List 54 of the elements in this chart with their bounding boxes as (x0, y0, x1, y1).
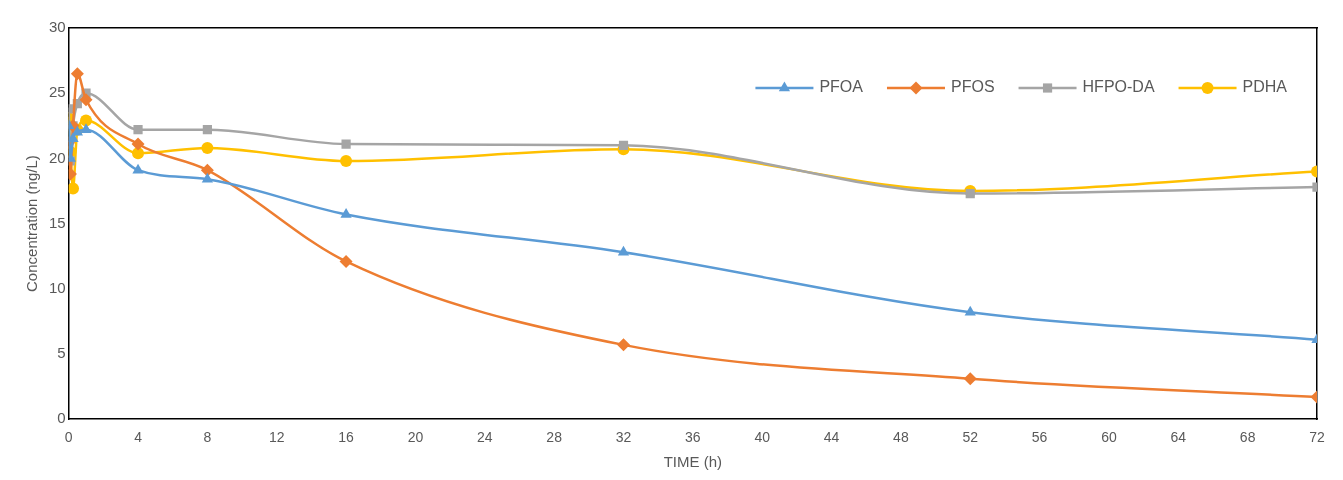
point (341, 139, 351, 149)
point (80, 114, 93, 127)
x-tick-label: 32 (615, 429, 632, 446)
point (133, 125, 143, 135)
point (340, 155, 353, 168)
y-tick-label: 30 (49, 18, 66, 36)
x-tick-label: 36 (685, 429, 701, 446)
point (200, 163, 214, 177)
x-tick-label: 56 (1031, 429, 1048, 446)
point (616, 338, 630, 352)
y-tick-label: 5 (57, 344, 66, 362)
x-tick-label: 24 (477, 429, 493, 446)
x-tick-label: 68 (1239, 429, 1256, 446)
x-tick-label: 60 (1101, 429, 1117, 446)
x-tick-label: 72 (1309, 429, 1325, 446)
x-tick-label: 44 (823, 429, 840, 446)
point (68, 182, 80, 195)
y-tick-label: 0 (57, 409, 66, 427)
x-tick-label: 8 (203, 429, 212, 446)
point (965, 189, 975, 199)
y-axis-title: Concentration (ng/L) (23, 155, 41, 292)
x-tick-label: 16 (338, 429, 355, 446)
point (201, 141, 214, 154)
point (80, 123, 92, 133)
x-tick-label: 28 (546, 429, 563, 446)
point (617, 245, 630, 256)
point (618, 140, 629, 150)
legend-label: PFOA (819, 78, 864, 96)
point (79, 93, 93, 107)
x-tick-label: 12 (268, 429, 285, 446)
x-tick-label: 48 (893, 429, 909, 446)
point (339, 254, 353, 268)
y-tick-label: 20 (49, 148, 66, 166)
point (132, 163, 144, 174)
legend-label: PFOS (950, 78, 995, 96)
x-tick-label: 40 (754, 429, 771, 446)
point (131, 137, 145, 151)
point (963, 372, 977, 386)
x-tick-label: 20 (407, 429, 424, 446)
point (201, 172, 214, 183)
legend-label: HFPO-DA (1082, 78, 1155, 96)
point (340, 207, 352, 218)
legend-label: PDHA (1242, 78, 1288, 96)
x-tick-label: 52 (962, 429, 979, 446)
y-tick-label: 10 (49, 278, 66, 296)
y-tick-label: 25 (49, 83, 66, 101)
x-tick-label: 4 (134, 429, 143, 446)
point (70, 67, 84, 81)
point (132, 147, 145, 160)
point (964, 305, 976, 316)
y-tick-label: 15 (49, 213, 66, 231)
x-tick-label: 64 (1170, 429, 1187, 446)
point (202, 125, 212, 135)
x-axis-title: TIME (h) (663, 453, 723, 471)
